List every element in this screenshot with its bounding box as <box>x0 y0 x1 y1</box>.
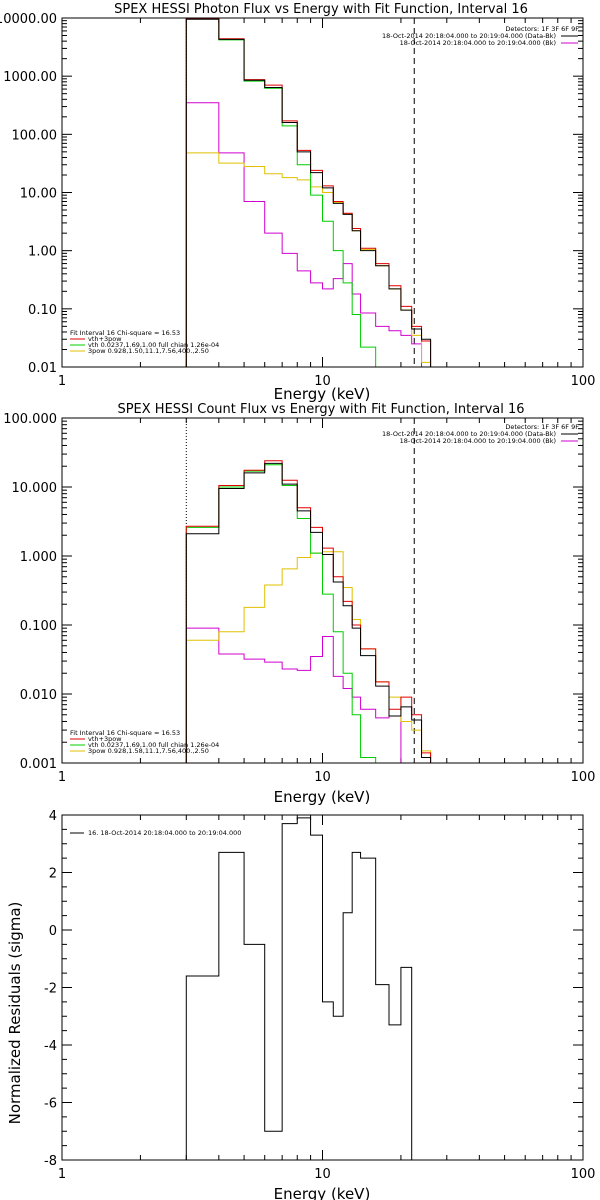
y-tick-label: 100.00 <box>12 128 58 143</box>
series-background <box>185 627 402 763</box>
photon-flux-ticks: 1 10 100 10000.00 1000.00 100.00 10.00 1.00 0.10… <box>0 12 595 389</box>
x-tick-label: 100 <box>571 374 596 389</box>
y-tick-label: 0.010 <box>20 688 57 703</box>
x-tick-label: 10 <box>314 374 331 389</box>
count-flux-ticks: 1 10 100 100.000 10.000 1.000 0.100 0.010 0.001 <box>3 412 595 785</box>
residuals-legend: 16. 18-Oct-2014 20:18:04.000 to 20:19:04… <box>70 829 241 837</box>
residuals-xlabel: Energy (keV) <box>274 1185 371 1200</box>
y-tick-label: 0 <box>49 924 57 939</box>
y-tick-label: 1000.00 <box>3 70 57 85</box>
photon-flux-legend-bk: 18-Oct-2014 20:18:04.000 to 20:19:04.000… <box>400 39 556 47</box>
y-tick-label: 10.000 <box>12 481 58 496</box>
count-flux-legend-data: 18-Oct-2014 20:18:04.000 to 20:19:04.000… <box>382 430 556 438</box>
series-3pow <box>185 551 432 763</box>
y-tick-label: 10.00 <box>20 187 57 202</box>
residuals-legend-label: 16. 18-Oct-2014 20:18:04.000 to 20:19:04… <box>88 829 241 837</box>
x-tick-label: 10 <box>314 1167 331 1182</box>
y-tick-label: 10000.00 <box>0 12 57 27</box>
x-tick-label: 100 <box>571 1167 596 1182</box>
photon-flux-legend-header: Detectors: 1F 3F 6F 9F <box>505 25 579 33</box>
series-vth-3pow <box>185 460 432 763</box>
series-data <box>185 18 432 367</box>
count-flux-legend-3pow: 3pow 0.928,1.58,11.1,7.56,400.,2.50 <box>88 747 209 755</box>
y-tick-label: 4 <box>49 809 57 824</box>
count-flux-title: SPEX HESSI Count Flux vs Energy with Fit… <box>117 402 524 417</box>
y-tick-label: -6 <box>44 1097 57 1112</box>
x-tick-label: 100 <box>571 770 596 785</box>
x-tick-label: 1 <box>58 374 66 389</box>
residuals-panel: Energy (keV) Normalized Residuals (sigma… <box>6 809 595 1200</box>
plot-frame <box>61 814 584 1161</box>
count-flux-legend-top: Detectors: 1F 3F 6F 9F 18-Oct-2014 20:18… <box>382 423 579 445</box>
count-flux-legend-fit-header: Fit Interval 16 Chi-square = 16.53 <box>70 729 180 737</box>
photon-flux-legend-bottom: Fit Interval 16 Chi-square = 16.53 vth+3… <box>70 329 219 355</box>
count-flux-xlabel: Energy (keV) <box>274 788 371 806</box>
residuals-ticks: 1 10 100 4 2 0 -2 -4 -6 -8 <box>44 809 595 1182</box>
plot-frame <box>61 17 584 368</box>
residuals-ylabel: Normalized Residuals (sigma) <box>6 902 24 1125</box>
y-tick-label: 0.01 <box>28 361 57 376</box>
y-tick-label: 0.100 <box>20 619 57 634</box>
y-tick-label: -4 <box>44 1039 57 1054</box>
photon-flux-title: SPEX HESSI Photon Flux vs Energy with Fi… <box>114 2 528 17</box>
photon-flux-plot-area <box>61 17 584 368</box>
photon-flux-panel: SPEX HESSI Photon Flux vs Energy with Fi… <box>0 2 595 403</box>
count-flux-legend-vth: vth 0.0237,1.69,1.00 full chian 1.26e-04 <box>88 741 219 749</box>
y-tick-label: 1.00 <box>28 245 57 260</box>
photon-flux-legend-vth3pow: vth+3pow <box>88 335 122 343</box>
x-tick-label: 1 <box>58 1167 66 1182</box>
y-tick-label: -2 <box>44 982 57 997</box>
series-3pow <box>185 152 432 367</box>
series-vth-3pow <box>185 18 432 367</box>
series-vth <box>185 464 377 763</box>
y-tick-label: 2 <box>49 867 57 882</box>
series-vth <box>185 18 377 367</box>
series-data <box>185 462 432 763</box>
y-tick-label: 100.000 <box>3 412 57 427</box>
series-residuals <box>185 817 413 1160</box>
photon-flux-legend-vth: vth 0.0237,1.69,1.00 full chian 1.26e-04 <box>88 341 219 349</box>
y-tick-label: 1.000 <box>20 550 57 565</box>
x-tick-label: 10 <box>314 770 331 785</box>
y-tick-label: -8 <box>44 1154 57 1169</box>
photon-flux-legend-3pow: 3pow 0.928,1.50,11.1,7.56,400.,2.50 <box>88 347 209 355</box>
photon-flux-xlabel: Energy (keV) <box>274 385 371 403</box>
count-flux-legend-bk: 18-Oct-2014 20:18:04.000 to 20:19:04.000… <box>400 437 556 445</box>
plot-frame <box>61 417 584 764</box>
count-flux-plot-area <box>61 417 584 764</box>
count-flux-legend-header: Detectors: 1F 3F 6F 9F <box>505 423 579 431</box>
residuals-plot-area <box>61 814 584 1161</box>
count-flux-legend-vth3pow: vth+3pow <box>88 735 122 743</box>
count-flux-panel: SPEX HESSI Count Flux vs Energy with Fit… <box>3 402 595 806</box>
y-tick-label: 0.10 <box>28 303 57 318</box>
photon-flux-legend-data: 18-Oct-2014 20:18:04.000 to 20:19:04.000… <box>382 32 556 40</box>
x-tick-label: 1 <box>58 770 66 785</box>
series-background <box>185 102 423 367</box>
photon-flux-legend-fit-header: Fit Interval 16 Chi-square = 16.53 <box>70 329 180 337</box>
photon-flux-legend-top: Detectors: 1F 3F 6F 9F 18-Oct-2014 20:18… <box>382 25 579 47</box>
count-flux-legend-bottom: Fit Interval 16 Chi-square = 16.53 vth+3… <box>70 729 219 755</box>
y-tick-label: 0.001 <box>20 757 57 772</box>
